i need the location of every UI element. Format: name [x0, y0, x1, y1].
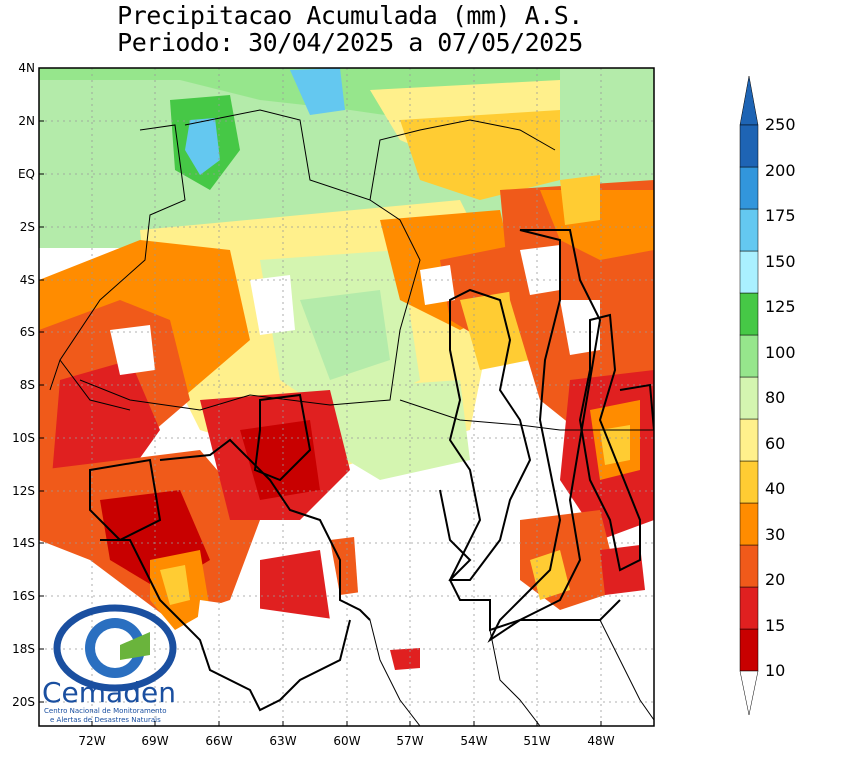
colorbar-label: 15 — [765, 616, 785, 635]
colorbar-label: 200 — [765, 161, 796, 180]
colorbar-label: 250 — [765, 115, 796, 134]
colorbar-label: 30 — [765, 525, 785, 544]
colorbar-box — [739, 166, 759, 210]
eye-outline-icon — [53, 604, 177, 692]
lat-label: 4N — [18, 61, 35, 75]
colorbar-box — [739, 292, 759, 336]
lat-label: 12S — [12, 484, 35, 498]
map-title-line2: Periodo: 30/04/2025 a 07/05/2025 — [117, 28, 583, 57]
colorbar-top-arrow — [739, 75, 759, 126]
lon-label: 51W — [523, 734, 550, 748]
colorbar-box — [739, 544, 759, 588]
colorbar-label: 100 — [765, 343, 796, 362]
colorbar-box — [739, 460, 759, 504]
lon-label: 60W — [333, 734, 360, 748]
lat-label: 16S — [12, 589, 35, 603]
logo-name: Cemaden — [42, 676, 176, 709]
lat-label: EQ — [18, 167, 35, 181]
lat-label: 18S — [12, 642, 35, 656]
axis-ticks — [39, 67, 602, 726]
colorbar-box — [739, 586, 759, 630]
colorbar-box — [739, 418, 759, 462]
lon-label: 63W — [269, 734, 296, 748]
colorbar-label: 60 — [765, 434, 785, 453]
cemaden-logo: Cemaden Centro Nacional de Monitoramento… — [42, 604, 177, 724]
lat-label: 2S — [20, 220, 35, 234]
lat-label: 20S — [12, 695, 35, 709]
lon-label: 57W — [396, 734, 423, 748]
colorbar-box — [739, 334, 759, 378]
colorbar-box — [739, 124, 759, 168]
lat-label: 10S — [12, 431, 35, 445]
colorbar-box — [739, 376, 759, 420]
colorbar-box — [739, 628, 759, 672]
colorbar-label: 40 — [765, 479, 785, 498]
colorbar-box — [739, 208, 759, 252]
lon-label: 54W — [460, 734, 487, 748]
colorbar-label: 175 — [765, 206, 796, 225]
longitude-labels: 72W 69W 66W 63W 60W 57W 54W 51W 48W — [78, 734, 614, 748]
colorbar: 250 200 175 150 125 100 80 60 40 30 20 1… — [739, 75, 796, 716]
latitude-labels: 4N 2N EQ 2S 4S 6S 8S 10S 12S 14S 16S 18S… — [12, 61, 35, 709]
map-title-line1: Precipitacao Acumulada (mm) A.S. — [117, 1, 583, 30]
lon-label: 66W — [205, 734, 232, 748]
logo-subtitle-line2: e Alertas de Desastres Naturais — [50, 716, 161, 724]
colorbar-label: 10 — [765, 661, 785, 680]
lat-label: 6S — [20, 325, 35, 339]
colorbar-label: 80 — [765, 388, 785, 407]
colorbar-box — [739, 502, 759, 546]
lat-label: 14S — [12, 536, 35, 550]
lon-label: 48W — [587, 734, 614, 748]
colorbar-bottom-arrow — [739, 670, 759, 716]
colorbar-label: 125 — [765, 297, 796, 316]
graticule — [39, 68, 654, 726]
precipitation-field — [39, 68, 654, 726]
lat-label: 8S — [20, 378, 35, 392]
colorbar-label: 20 — [765, 570, 785, 589]
colorbar-label: 150 — [765, 252, 796, 271]
lat-label: 4S — [20, 273, 35, 287]
leaf-icon — [120, 632, 150, 660]
lon-label: 69W — [141, 734, 168, 748]
logo-subtitle-line1: Centro Nacional de Monitoramento — [44, 707, 167, 715]
political-boundaries — [49, 109, 654, 726]
colorbar-box — [739, 250, 759, 294]
lat-label: 2N — [18, 114, 35, 128]
lon-label: 72W — [78, 734, 105, 748]
